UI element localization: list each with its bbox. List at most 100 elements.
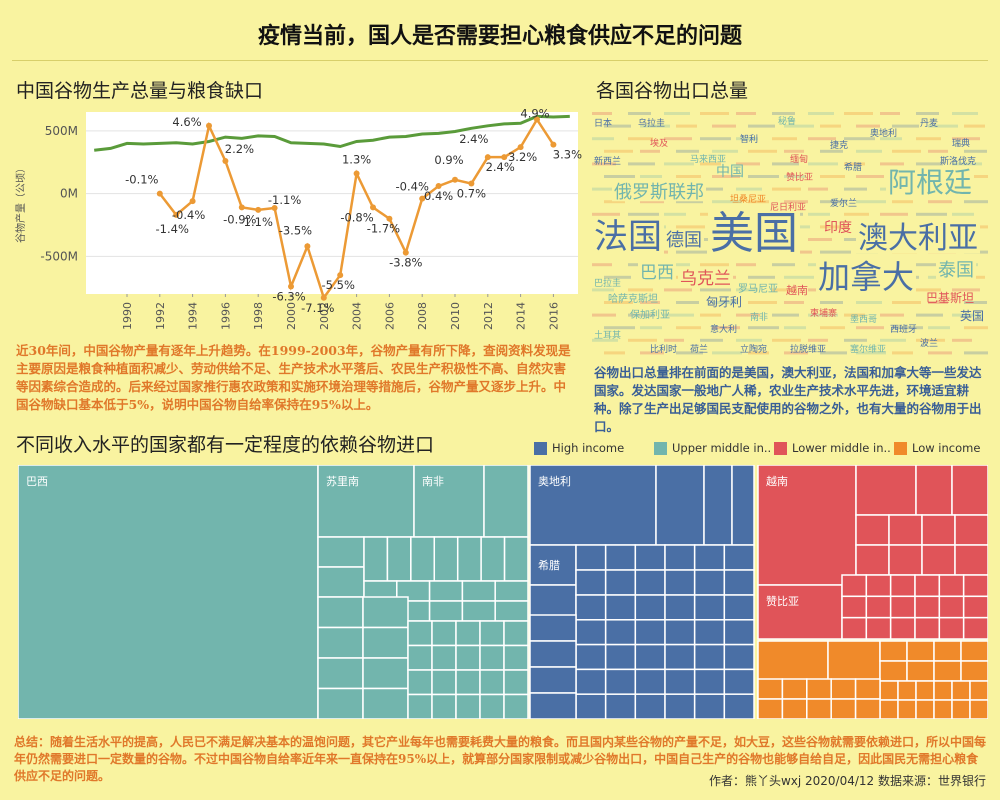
plot-area: [86, 112, 578, 294]
x-tick-label: 2008: [416, 302, 429, 330]
treemap-cell: [954, 514, 988, 546]
treemap-cell: [575, 569, 607, 596]
gap-point: [222, 157, 229, 164]
cloud-word: 印度: [824, 220, 852, 236]
cloud-word: 奥地利: [870, 127, 897, 139]
cloud-texture-mark: [640, 200, 664, 204]
gap-data-label: 0.4%: [424, 189, 453, 203]
treemap-cell: [664, 569, 696, 596]
treemap-cell: [693, 668, 726, 695]
cloud-texture-mark: [664, 162, 694, 166]
treemap-cell: [915, 680, 935, 701]
cloud-texture-mark: [820, 250, 851, 254]
cloud-texture-mark: [808, 187, 828, 191]
treemap-cell: [433, 536, 459, 582]
treemap-cell: [854, 678, 881, 700]
cloud-texture-mark: [844, 212, 869, 216]
legend-label: Lower middle in..: [792, 441, 891, 455]
word-cloud-note: 谷物出口总量排在前面的是美国，澳大利亚，法国和加拿大等一些发达国家。发达国家一般…: [594, 365, 982, 434]
y-tick-label: 0M: [60, 187, 78, 201]
cloud-texture-mark: [676, 250, 707, 254]
cloud-texture-mark: [856, 351, 886, 355]
cloud-texture-mark: [808, 112, 834, 115]
treemap-cell: [915, 465, 953, 516]
cloud-texture-mark: [712, 124, 736, 128]
cloud-texture-mark: [856, 301, 882, 304]
cloud-word-backdrop: [708, 207, 800, 256]
cloud-texture-mark: [700, 313, 721, 317]
treemap-cell: [494, 580, 529, 602]
legend-item: High income: [534, 438, 624, 458]
cloud-texture-mark: [712, 301, 738, 304]
cloud-word: 南非: [750, 311, 768, 323]
cloud-word: 智利: [740, 133, 758, 145]
cloud-texture-mark: [916, 112, 939, 115]
cloud-word: 立陶宛: [740, 343, 767, 355]
gap-point: [419, 195, 426, 202]
treemap-cell: [483, 465, 529, 538]
treemap-cell: [960, 640, 988, 662]
cloud-texture-mark: [952, 212, 974, 216]
cloud-word: 塞尔维亚: [850, 343, 886, 355]
cloud-word: 巴基斯坦: [926, 291, 974, 305]
cloud-texture-mark: [880, 162, 904, 166]
cloud-texture-mark: [880, 112, 900, 115]
gap-data-label: 1.3%: [342, 153, 371, 167]
x-tick-label: 2010: [449, 302, 462, 330]
treemap-cell: [664, 693, 696, 719]
cloud-texture-mark: [712, 200, 742, 204]
cloud-texture-mark: [664, 212, 686, 216]
treemap-cell: [879, 660, 908, 682]
treemap-cell: [431, 669, 457, 696]
cloud-texture-mark: [892, 124, 919, 128]
treemap-cell: [634, 619, 666, 646]
cloud-texture-mark: [892, 326, 923, 330]
treemap-cell: [575, 693, 607, 719]
cloud-texture-mark: [640, 124, 670, 128]
cloud-word: 乌拉圭: [638, 117, 665, 129]
cloud-word: 赞比亚: [786, 171, 813, 183]
gap-data-label: 2.2%: [225, 142, 254, 156]
cloud-texture-mark: [604, 124, 631, 128]
gap-data-label: -6.3%: [272, 289, 305, 303]
treemap-cell: [830, 698, 857, 719]
cloud-word: 爱尔兰: [830, 197, 857, 209]
cloud-texture-mark: [952, 112, 978, 115]
gap-data-label: -0.4%: [396, 180, 429, 194]
treemap-cell: [806, 678, 832, 700]
treemap-cell: [431, 644, 457, 671]
gap-point: [386, 215, 393, 222]
treemap-cell: [723, 594, 755, 621]
cloud-texture-mark: [676, 149, 699, 153]
cloud-texture-mark: [844, 187, 867, 191]
cloud-texture-mark: [664, 313, 694, 317]
cloud-word-backdrop: [886, 166, 974, 198]
cloud-texture-mark: [856, 149, 882, 153]
cloud-texture-mark: [628, 338, 657, 342]
cloud-texture-mark: [712, 149, 738, 153]
cloud-texture-mark: [592, 137, 614, 141]
treemap-cell: [969, 680, 988, 701]
cloud-texture-mark: [676, 225, 705, 229]
treemap-cell: [962, 616, 988, 640]
cloud-texture-mark: [964, 326, 988, 330]
cloud-texture-mark: [772, 162, 799, 166]
treemap-cell: [317, 536, 365, 568]
treemap-cell: [455, 644, 481, 671]
treemap-cell: [906, 640, 935, 662]
cloud-texture-mark: [604, 351, 625, 355]
treemap-cell: [723, 668, 755, 695]
author-credit: 作者：熊丫头wxj 2020/04/12 数据来源：世界银行: [708, 774, 986, 788]
cloud-word: 比利时: [650, 343, 677, 355]
cloud-texture-mark: [676, 175, 701, 178]
cloud-texture-mark: [784, 301, 804, 304]
treemap-cell: [889, 574, 916, 598]
cloud-word: 英国: [960, 309, 984, 323]
cloud-texture-mark: [808, 212, 830, 216]
cloud-texture-mark: [916, 212, 947, 216]
treemap-cell: [363, 536, 389, 582]
cloud-texture-mark: [820, 175, 845, 178]
treemap-cell: [962, 574, 988, 598]
cloud-word: 美国: [710, 208, 798, 259]
treemap-cell: [503, 669, 529, 696]
